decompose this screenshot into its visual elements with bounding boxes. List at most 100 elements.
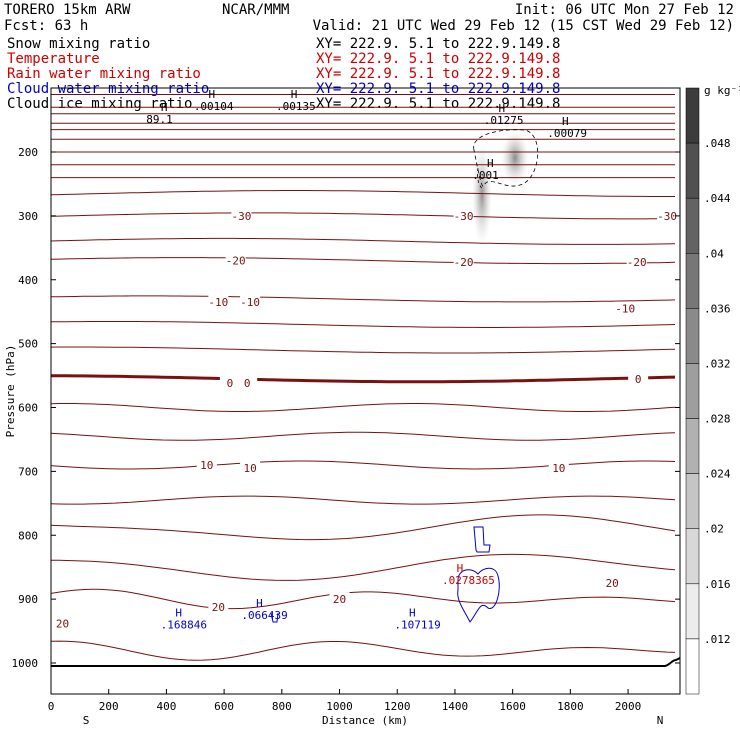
isotherm-label: 20	[333, 593, 346, 606]
colorbar-swatch	[685, 197, 700, 254]
isotherm-label: 0	[635, 373, 642, 386]
isotherm-label: -20	[226, 255, 246, 268]
x-tick-label: 1600	[499, 700, 526, 713]
snow-core-upper	[501, 130, 529, 186]
isotherm-label-bg	[602, 576, 623, 589]
field-name: Rain water mixing ratio	[7, 66, 201, 82]
isotherm-line	[51, 237, 676, 245]
valid-time: Valid: 21 UTC Wed 29 Feb 12 (15 CST Wed …	[313, 18, 734, 34]
colorbar-tick-label: .048	[704, 137, 731, 150]
isotherm-label-bg	[237, 376, 258, 389]
isotherm-label: -10	[208, 296, 228, 309]
isotherm-label-bg	[219, 376, 240, 389]
x-tick-label: 400	[156, 700, 176, 713]
max-value: 89.1	[146, 113, 173, 126]
isotherm-line	[51, 495, 676, 505]
forecast-hour: Fcst: 63 h	[4, 18, 88, 34]
max-value: .066439	[241, 609, 287, 622]
x-tick-label: 1200	[384, 700, 411, 713]
x-tick-label: 1400	[442, 700, 469, 713]
terrain-profile	[51, 657, 680, 667]
isotherm-label-bg	[615, 301, 636, 314]
y-tick-label: 500	[18, 338, 38, 351]
y-tick-label: 600	[18, 402, 38, 415]
isotherm-label-bg	[52, 616, 73, 629]
x-tick-label: 800	[272, 700, 292, 713]
colorbar-swatch	[685, 87, 700, 144]
plot-frame	[50, 87, 681, 695]
isotherm-line	[51, 460, 676, 470]
isotherm-label-bg	[626, 254, 647, 267]
field-name: Temperature	[7, 51, 100, 67]
colorbar-tick-label: .02	[704, 523, 724, 536]
isotherm-label-bg	[240, 295, 261, 308]
isotherm-label-bg	[208, 599, 229, 612]
colorbar-tick-label: .012	[704, 633, 731, 646]
isotherm-line	[51, 553, 676, 581]
isotherm-label: 0	[227, 377, 234, 390]
isotherm-label: -10	[615, 302, 635, 315]
isotherm-line	[51, 346, 676, 354]
init-time: Init: 06 UTC Mon 27 Feb 12	[515, 2, 734, 18]
isotherm-label-bg	[329, 592, 350, 605]
isotherms	[51, 94, 676, 661]
isotherm-label-bg	[453, 208, 474, 221]
field-legend: Snow mixing ratio XY= 222.9. 5.1 to 222.9…	[7, 36, 560, 112]
cloud-ice-contour	[473, 129, 539, 191]
x-tick-label: 600	[214, 700, 234, 713]
cloud-water-contour-small	[270, 612, 279, 623]
y-tick-label: 300	[18, 210, 38, 223]
max-value: .00135	[276, 100, 316, 113]
isotherm-label: 10	[243, 462, 256, 475]
cloud-water-contours	[270, 526, 500, 623]
field-xy: XY= 222.9. 5.1 to 222.9.149.8	[316, 81, 560, 97]
field-xy: XY= 222.9. 5.1 to 222.9.149.8	[316, 96, 560, 112]
isotherm-line	[51, 190, 675, 197]
max-marker: H	[209, 88, 216, 101]
colorbar-swatch	[685, 142, 700, 199]
y-tick-label: 700	[18, 465, 38, 478]
colorbar-swatch	[685, 528, 700, 585]
isotherm-label: -30	[657, 210, 677, 223]
y-tick-label: 900	[18, 593, 38, 606]
model-title: TORERO 15km ARW	[4, 2, 131, 18]
colorbar-tick-label: .024	[704, 468, 731, 481]
isotherm-line	[51, 212, 676, 220]
isotherm-label: 20	[212, 601, 225, 614]
max-marker: H	[291, 88, 298, 101]
isotherm-label: -10	[240, 296, 260, 309]
y-tick-label: 1000	[12, 657, 39, 670]
max-value: .01275	[484, 114, 524, 127]
field-xy: XY= 222.9. 5.1 to 222.9.149.8	[316, 36, 560, 52]
isotherm-label-bg	[208, 295, 229, 308]
field-xy: XY= 222.9. 5.1 to 222.9.149.8	[316, 51, 560, 67]
x-tick-label: 1800	[557, 700, 584, 713]
freezing-level-isotherm	[51, 374, 676, 384]
x-tick-label: 2000	[615, 700, 642, 713]
y-axis-label: Pressure (hPa)	[4, 345, 17, 438]
center-title: NCAR/MMM	[222, 2, 289, 18]
colorbar-tick-label: .04	[704, 247, 724, 260]
isotherm-line	[51, 321, 676, 328]
cloud-ice-dashed-contour	[473, 129, 539, 187]
colorbar-swatch	[685, 473, 700, 529]
colorbar-tick-label: .032	[704, 357, 731, 370]
max-marker: H	[457, 562, 464, 575]
max-marker: H	[487, 157, 494, 170]
field-xy: XY= 222.9. 5.1 to 222.9.149.8	[316, 66, 560, 82]
field-name: Cloud ice mixing ratio	[7, 96, 192, 112]
field-name: Snow mixing ratio	[7, 36, 150, 52]
y-tick-label: 200	[18, 146, 38, 159]
colorbar-swatch	[685, 638, 700, 695]
isotherm-labels: -30 -30 -30-20 -20 -20-10 -10 -100 0 010 10 102020…	[52, 208, 678, 630]
max-marker: H	[562, 115, 569, 128]
isotherm-line	[51, 257, 676, 265]
cloud-ice-dashed-contour-2	[477, 167, 485, 191]
isotherm-label-bg	[240, 461, 261, 474]
max-value: .0278365	[442, 574, 495, 587]
isotherm-label: 10	[552, 462, 565, 475]
max-marker: H	[256, 597, 263, 610]
